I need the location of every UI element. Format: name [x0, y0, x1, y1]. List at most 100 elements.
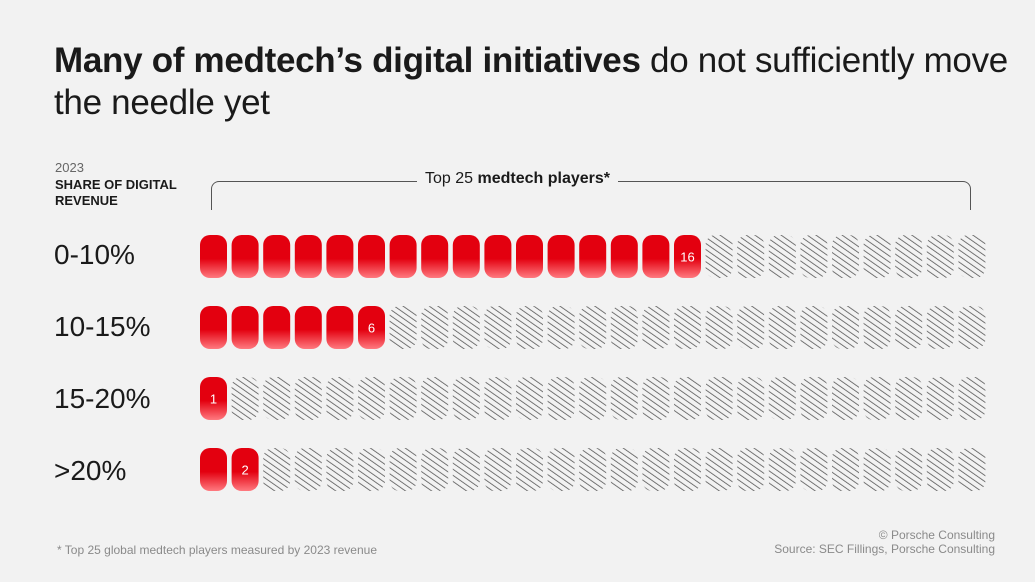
filled-pill-r0-8	[452, 235, 480, 278]
empty-pill-r1-19	[800, 306, 828, 349]
empty-pill-r2-15	[674, 377, 701, 420]
filled-pill-r0-0	[200, 235, 227, 278]
value-label-3: 2	[241, 463, 248, 478]
filled-pill-r0-12	[579, 235, 607, 278]
title-bold: Many of medtech’s digital initiatives	[54, 41, 641, 80]
filled-pill-r2-0	[200, 377, 227, 420]
empty-pill-r2-11	[547, 377, 575, 420]
copyright: © Porsche Consulting	[878, 528, 995, 542]
filled-pill-r0-9	[484, 235, 512, 278]
empty-pill-r2-10	[516, 377, 543, 420]
value-label-2: 1	[210, 392, 217, 407]
row-label-0: 0-10%	[54, 239, 135, 270]
empty-pill-r1-24	[958, 306, 986, 349]
filled-pill-r0-4	[326, 235, 354, 278]
filled-pill-r0-6	[389, 235, 417, 278]
title-rest: do not sufficiently move the needle yet	[54, 41, 1008, 122]
filled-pill-r0-1	[231, 235, 259, 278]
empty-pill-r2-14	[642, 377, 670, 420]
empty-pill-r2-21	[863, 377, 891, 420]
empty-pill-r0-21	[863, 235, 891, 278]
players-bracket-label: Top 25 medtech players*	[0, 170, 1035, 188]
empty-pill-r2-19	[800, 377, 828, 420]
empty-pill-r1-6	[389, 306, 417, 349]
empty-pill-r1-22	[895, 306, 923, 349]
empty-pill-r1-13	[610, 306, 638, 349]
empty-pill-r1-8	[452, 306, 480, 349]
empty-pill-r1-16	[705, 306, 733, 349]
filled-pill-r1-1	[231, 306, 259, 349]
filled-pill-r1-0	[200, 306, 227, 349]
empty-pill-r1-12	[579, 306, 607, 349]
empty-pill-r3-20	[832, 448, 859, 491]
empty-pill-r3-6	[389, 448, 417, 491]
empty-pill-r3-2	[263, 448, 291, 491]
empty-pill-r2-17	[737, 377, 765, 420]
row-label-2: 15-20%	[54, 383, 151, 414]
filled-pill-r0-5	[358, 235, 385, 278]
empty-pill-r2-12	[579, 377, 607, 420]
empty-pill-r2-13	[610, 377, 638, 420]
empty-pill-r1-11	[547, 306, 575, 349]
row-label-1: 10-15%	[54, 311, 151, 342]
empty-pill-r0-22	[895, 235, 923, 278]
empty-pill-r2-22	[895, 377, 923, 420]
share-label: Share of digital revenue	[55, 177, 177, 208]
empty-pill-r1-18	[768, 306, 796, 349]
empty-pill-r1-14	[642, 306, 670, 349]
empty-pill-r3-16	[705, 448, 733, 491]
empty-pill-r3-11	[547, 448, 575, 491]
empty-pill-r2-1	[231, 377, 259, 420]
empty-pill-r1-7	[421, 306, 449, 349]
empty-pill-r1-20	[832, 306, 859, 349]
empty-pill-r3-3	[294, 448, 322, 491]
empty-pill-r0-24	[958, 235, 986, 278]
empty-pill-r3-23	[926, 448, 954, 491]
empty-pill-r0-20	[832, 235, 859, 278]
filled-pill-r3-1	[231, 448, 259, 491]
row-label-3: >20%	[54, 455, 127, 486]
empty-pill-r2-24	[958, 377, 986, 420]
empty-pill-r2-20	[832, 377, 859, 420]
empty-pill-r1-17	[737, 306, 765, 349]
filled-pill-r0-13	[610, 235, 638, 278]
empty-pill-r3-7	[421, 448, 449, 491]
filled-pill-r0-3	[294, 235, 322, 278]
empty-pill-r2-7	[421, 377, 449, 420]
empty-pill-r2-3	[294, 377, 322, 420]
empty-pill-r3-14	[642, 448, 670, 491]
filled-pill-r0-11	[547, 235, 575, 278]
empty-pill-r0-17	[737, 235, 765, 278]
empty-pill-r0-18	[768, 235, 796, 278]
year-label: 2023	[55, 160, 84, 175]
empty-pill-r1-15	[674, 306, 701, 349]
empty-pill-r2-18	[768, 377, 796, 420]
filled-pill-r0-15	[674, 235, 701, 278]
empty-pill-r3-19	[800, 448, 828, 491]
empty-pill-r1-10	[516, 306, 543, 349]
filled-pill-r1-3	[294, 306, 322, 349]
filled-pill-r1-5	[358, 306, 385, 349]
filled-pill-r0-2	[263, 235, 291, 278]
empty-pill-r3-17	[737, 448, 765, 491]
empty-pill-r3-12	[579, 448, 607, 491]
empty-pill-r0-16	[705, 235, 733, 278]
filled-pill-r0-14	[642, 235, 670, 278]
empty-pill-r0-19	[800, 235, 828, 278]
empty-pill-r3-9	[484, 448, 512, 491]
empty-pill-r2-9	[484, 377, 512, 420]
empty-pill-r2-4	[326, 377, 354, 420]
value-label-0: 16	[680, 250, 694, 265]
empty-pill-r3-15	[674, 448, 701, 491]
empty-pill-r3-22	[895, 448, 923, 491]
empty-pill-r2-8	[452, 377, 480, 420]
bracket-prefix: Top 25	[425, 170, 478, 187]
empty-pill-r3-18	[768, 448, 796, 491]
empty-pill-r1-9	[484, 306, 512, 349]
filled-pill-r3-0	[200, 448, 227, 491]
chart-title: Many of medtech’s digital initiatives do…	[54, 40, 1014, 124]
empty-pill-r2-23	[926, 377, 954, 420]
empty-pill-r2-6	[389, 377, 417, 420]
footnote: * Top 25 global medtech players measured…	[57, 543, 377, 557]
